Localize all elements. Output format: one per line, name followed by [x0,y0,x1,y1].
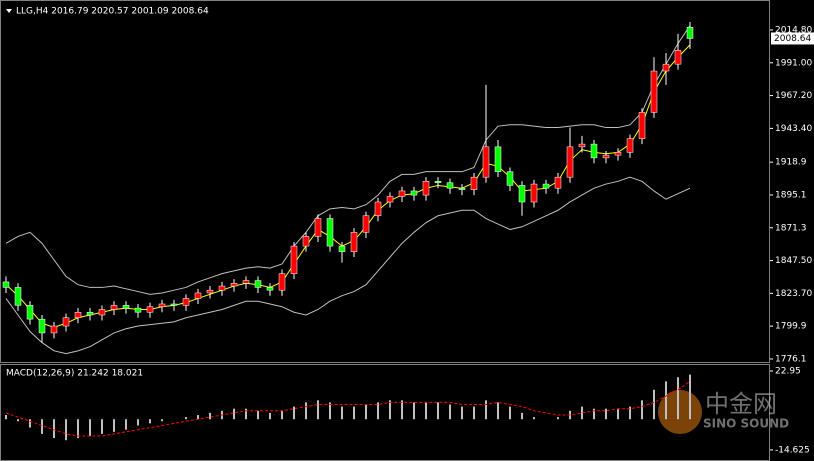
candle-body [50,325,58,334]
candle-body [230,283,238,287]
y-tick-label: 1991.00 [775,58,812,68]
candle-body [566,146,574,178]
candle-body [434,181,442,183]
candle-body [446,182,454,189]
candle-body [290,245,298,274]
candle-body [686,26,694,39]
candle-body [638,112,646,139]
candle-body [542,183,550,189]
candle-body [578,143,586,148]
y-tick-label: 1776.1 [775,354,807,364]
watermark-brand: SINO SOUND [703,417,789,431]
candle-body [302,236,310,247]
y-tick-label: -14.625 [775,445,810,455]
main-frame [0,0,770,363]
candle-body [26,305,34,320]
candle-body [410,190,418,196]
y-tick-label: 1799.9 [775,322,807,332]
candle-body [650,70,658,113]
candle-body [362,215,370,233]
candle-body [602,154,610,159]
candle-body [122,305,130,309]
candle-body [470,176,478,190]
candle-body [170,303,178,306]
y-tick-label: 1823.70 [775,289,812,299]
candle-body [506,171,514,186]
candle-body [2,281,10,288]
candle-body [554,176,562,189]
candle-body [530,183,538,203]
y-tick-label: 1871.3 [775,223,807,233]
candle-body [146,306,154,313]
candle-body [242,280,250,284]
y-tick-label: 1943.40 [775,124,812,134]
candle-body [626,138,634,153]
candle-body [182,298,190,306]
candle-body [14,287,22,306]
candle-body [206,289,214,294]
y-tick-label: 1918.9 [775,158,807,168]
price-tag [771,32,814,45]
candle-body [614,152,622,156]
y-tick-label: 1895.1 [775,190,807,200]
overlay-line [5,176,691,355]
candle-body [86,311,94,316]
candle-body [254,280,262,288]
candle-body [482,146,490,178]
candle-body [494,146,502,172]
y-tick-label: 1967.20 [775,91,812,101]
y-tick-label: 2014.80 [775,25,812,35]
candle-body [62,317,70,327]
overlay-line [5,25,691,295]
price-tag-label: 2008.64 [774,34,811,44]
watermark-logo: 中金网 [705,390,777,418]
menu-arrow [6,9,12,13]
candle-body [374,201,382,217]
candle-body [458,187,466,190]
candle-body [662,63,670,72]
candle-body [314,218,322,237]
candle-body [74,311,82,319]
candle-body [38,318,46,334]
candle-body [194,292,202,299]
chart-title: LLG,H4 2016.79 2020.57 2001.09 2008.64 [16,7,209,17]
candle-body [422,181,430,196]
y-tick-label: 1847.50 [775,256,812,266]
candle-body [350,232,358,252]
candle-body [674,50,682,65]
candle-body [590,143,598,159]
candle-body [326,218,334,247]
candle-body [110,305,118,310]
candle-body [218,285,226,291]
overlay-line [5,44,691,328]
candle-body [134,307,142,313]
y-tick-label: 22.95 [775,366,801,376]
candle-body [98,309,106,316]
candle-body [398,190,406,197]
candle-body [278,273,286,291]
candle-body [518,185,526,203]
candle-body [158,303,166,307]
macd-title: MACD(12,26,9) 21.242 18.021 [6,369,143,379]
candle-body [338,245,346,252]
candle-body [266,287,274,291]
candle-body [386,196,394,203]
